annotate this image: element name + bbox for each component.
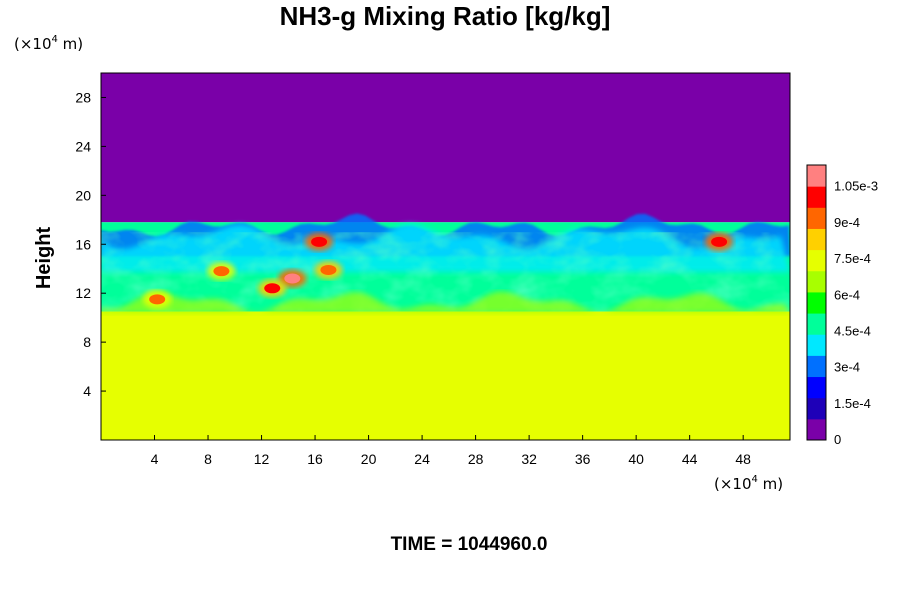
x-axis: 4 8 12 16 20 24 28 32 36 40 44 48: [151, 435, 751, 467]
hotspot-point: [311, 236, 328, 247]
x-tick-label: 44: [682, 451, 698, 467]
colorbar-tick-label: 1.05e-3: [834, 179, 878, 194]
cloud-base-fringe: [101, 291, 790, 314]
colorbar-frame: [806, 164, 827, 441]
colorbar-segment: [807, 228, 826, 251]
y-tick-label: 16: [75, 236, 91, 252]
colorbar-tick-label: 3e-4: [834, 360, 860, 375]
colorbar-tick-label: 6e-4: [834, 287, 860, 302]
plot-frame: [100, 72, 791, 441]
colorbar: 0 1.5e-4 3e-4 4.5e-4 6e-4 7.5e-4 9e-4 1.05e-3: [806, 164, 878, 447]
colorbar-segment: [807, 291, 826, 314]
x-tick-label: 8: [204, 451, 212, 467]
colorbar-segment: [807, 397, 826, 420]
x-tick-label: 28: [468, 451, 484, 467]
x-tick-label: 24: [414, 451, 430, 467]
y-tick-label: 4: [83, 383, 91, 399]
x-unit-label: (×104 m): [714, 474, 783, 493]
colorbar-segment: [807, 334, 826, 356]
y-tick-label: 20: [75, 187, 91, 203]
x-tick-label: 16: [307, 451, 323, 467]
colorbar-segment: [807, 207, 826, 229]
heatmap-field: [101, 73, 790, 440]
y-tick-label: 28: [75, 89, 91, 105]
colorbar-tick-label: 7.5e-4: [834, 251, 871, 266]
colorbar-segment: [807, 418, 826, 441]
colorbar-tick-label: 0: [834, 432, 841, 447]
hotspot-point: [284, 273, 301, 284]
colorbar-segment: [807, 165, 826, 187]
hotspot-point: [711, 236, 728, 247]
y-unit-label: (×104 m): [14, 34, 83, 53]
colorbar-tick-label: 9e-4: [834, 215, 860, 230]
y-tick-label: 12: [75, 285, 91, 301]
hotspot-point: [264, 283, 281, 294]
hotspot-point: [320, 264, 337, 275]
x-tick-label: 36: [575, 451, 591, 467]
colorbar-segment: [807, 270, 826, 293]
heatmap-region: [101, 73, 790, 223]
colorbar-segment: [807, 355, 826, 378]
x-tick-label: 20: [361, 451, 377, 467]
x-tick-label: 40: [628, 451, 644, 467]
hotspot-point: [213, 266, 230, 277]
x-tick-label: 32: [521, 451, 537, 467]
colorbar-segment: [807, 186, 826, 208]
colorbar-segment: [807, 249, 826, 272]
chart-title: NH3-g Mixing Ratio [kg/kg]: [280, 1, 611, 31]
colorbar-segment: [807, 376, 826, 399]
y-axis: 4 8 12 16 20 24 28: [75, 89, 106, 399]
x-tick-label: 4: [151, 451, 159, 467]
y-tick-label: 24: [75, 138, 91, 154]
svg-text:(×104 m): (×104 m): [14, 34, 83, 53]
colorbar-tick-label: 4.5e-4: [834, 323, 871, 338]
x-tick-label: 12: [254, 451, 270, 467]
time-label: TIME = 1044960.0: [391, 534, 548, 555]
y-tick-label: 8: [83, 334, 91, 350]
hotspot-point: [149, 294, 166, 305]
x-tick-label: 48: [735, 451, 751, 467]
heatmap-region: [101, 311, 790, 440]
colorbar-tick-label: 1.5e-4: [834, 396, 871, 411]
svg-text:(×104 m): (×104 m): [714, 474, 783, 493]
y-axis-label: Height: [33, 227, 55, 290]
colorbar-segment: [807, 313, 826, 335]
